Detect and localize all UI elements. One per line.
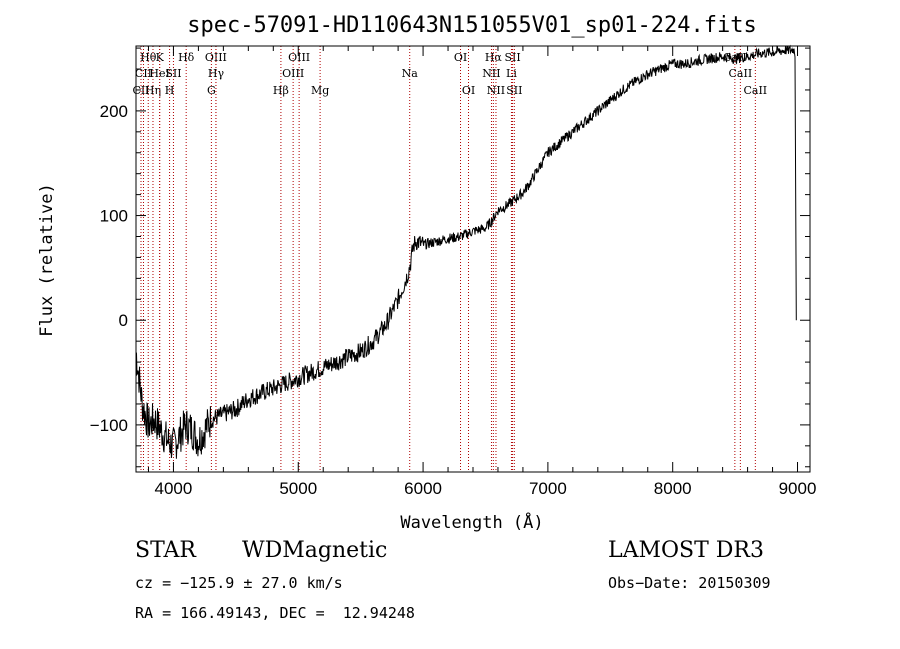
x-axis-label: Wavelength (Å) xyxy=(400,511,543,533)
object-class: STAR xyxy=(135,538,196,563)
spectral-line-label: K xyxy=(156,51,165,64)
spectral-line-label: Hβ xyxy=(273,84,289,97)
spectral-line-label: Mg xyxy=(311,84,329,97)
spectral-line-label: Hγ xyxy=(208,67,225,80)
y-tick-label: 0 xyxy=(119,311,128,330)
spectral-line-label: Hδ xyxy=(178,51,195,64)
spectral-line-label: CII xyxy=(135,67,152,80)
y-axis-label: Flux (relative) xyxy=(37,183,57,337)
chart-title: spec-57091-HD110643N151055V01_sp01-224.f… xyxy=(187,13,757,38)
spectral-line-label: SII xyxy=(506,84,522,97)
spectral-line-label: Hη xyxy=(145,84,161,97)
spectral-line-label: H xyxy=(165,84,175,97)
spectral-line-label: OIII xyxy=(288,51,310,64)
x-tick-label: 9000 xyxy=(779,479,817,498)
x-tick-label: 6000 xyxy=(404,479,442,498)
spectral-line-label: OI xyxy=(454,51,467,64)
x-tick-label: 4000 xyxy=(155,479,193,498)
x-tick-label: 8000 xyxy=(654,479,692,498)
spectral-line-label: OIII xyxy=(205,51,227,64)
spectral-line-label: G xyxy=(207,84,216,97)
spectral-line-label: OI xyxy=(462,84,475,97)
spectral-line-label: CaII xyxy=(743,84,767,97)
x-tick-label: 7000 xyxy=(529,479,567,498)
spectrum-line xyxy=(135,44,797,459)
spectral-line-label: CaII xyxy=(729,67,753,80)
spectral-line-label: NII xyxy=(487,84,505,97)
spectral-line-label: Na xyxy=(402,67,419,80)
y-tick-label: −100 xyxy=(90,416,128,435)
object-subclass: WDMagnetic xyxy=(242,538,388,563)
axis-ticks: 4000 5000 6000 7000 8000 9000 −100 0 100 200 xyxy=(90,46,817,498)
spectral-line-label: OIII xyxy=(282,67,304,80)
redshift-cz: cz = −125.9 ± 27.0 km/s xyxy=(135,574,343,592)
spectral-line-label: SII xyxy=(165,67,181,80)
y-tick-label: 100 xyxy=(100,207,128,226)
spectral-line-label: HeI xyxy=(149,67,169,80)
spectral-line-label: SII xyxy=(504,51,520,64)
ra-dec-coords: RA = 166.49143, DEC = 12.94248 xyxy=(135,604,415,622)
y-tick-label: 200 xyxy=(100,102,128,121)
spectral-line-label: Hθ xyxy=(140,51,157,64)
spectral-line-label: NII xyxy=(482,67,500,80)
spectral-line-label: Li xyxy=(506,67,517,80)
x-tick-label: 5000 xyxy=(279,479,317,498)
spectral-line-label: CII xyxy=(132,84,149,97)
spectral-line-label: Hα xyxy=(485,51,503,64)
observation-date: Obs−Date: 20150309 xyxy=(608,574,771,592)
survey-name: LAMOST DR3 xyxy=(608,538,764,563)
